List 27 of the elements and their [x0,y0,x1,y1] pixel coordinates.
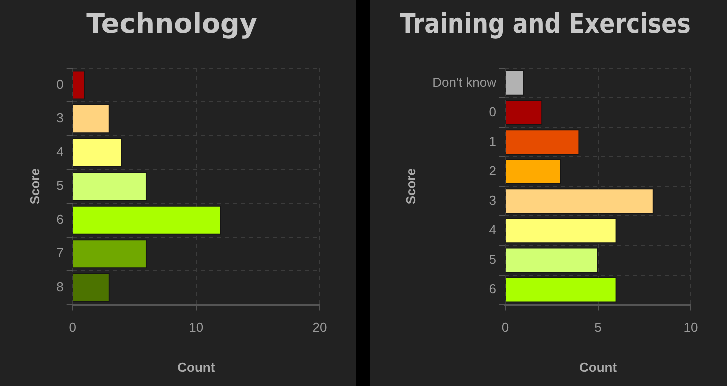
x-tick-label: 10 [189,320,204,336]
y-tick-label: 8 [56,279,64,294]
x-tick-label: 10 [684,320,698,336]
y-tick-label: 6 [489,282,496,297]
y-axis-title: Score [403,168,418,205]
x-tick-label: 0 [502,320,510,336]
y-tick-label: Don't know [432,74,498,90]
y-tick-label: 3 [489,192,496,208]
x-tick-label: 0 [69,320,76,336]
y-axis-title: Score [27,168,42,205]
x-tick-label: 20 [312,320,328,336]
y-tick-label: 3 [56,110,64,126]
y-tick-label: 5 [56,178,64,194]
y-tick-label: 1 [489,134,496,149]
y-tick-label: 6 [56,212,64,227]
x-axis-title: Count [579,360,618,375]
y-tick-label: 2 [489,163,496,178]
chart-title: Technology [86,9,258,40]
x-axis-title: Count [178,360,216,375]
y-tick-label: 4 [489,222,496,238]
chart-title: Training and Exercises [400,8,691,40]
y-tick-label: 7 [56,246,64,261]
x-tick-label: 5 [594,320,602,336]
y-tick-label: 4 [56,144,64,160]
y-tick-label: 0 [56,76,64,92]
y-tick-label: 0 [489,104,496,120]
y-tick-label: 5 [489,252,496,268]
